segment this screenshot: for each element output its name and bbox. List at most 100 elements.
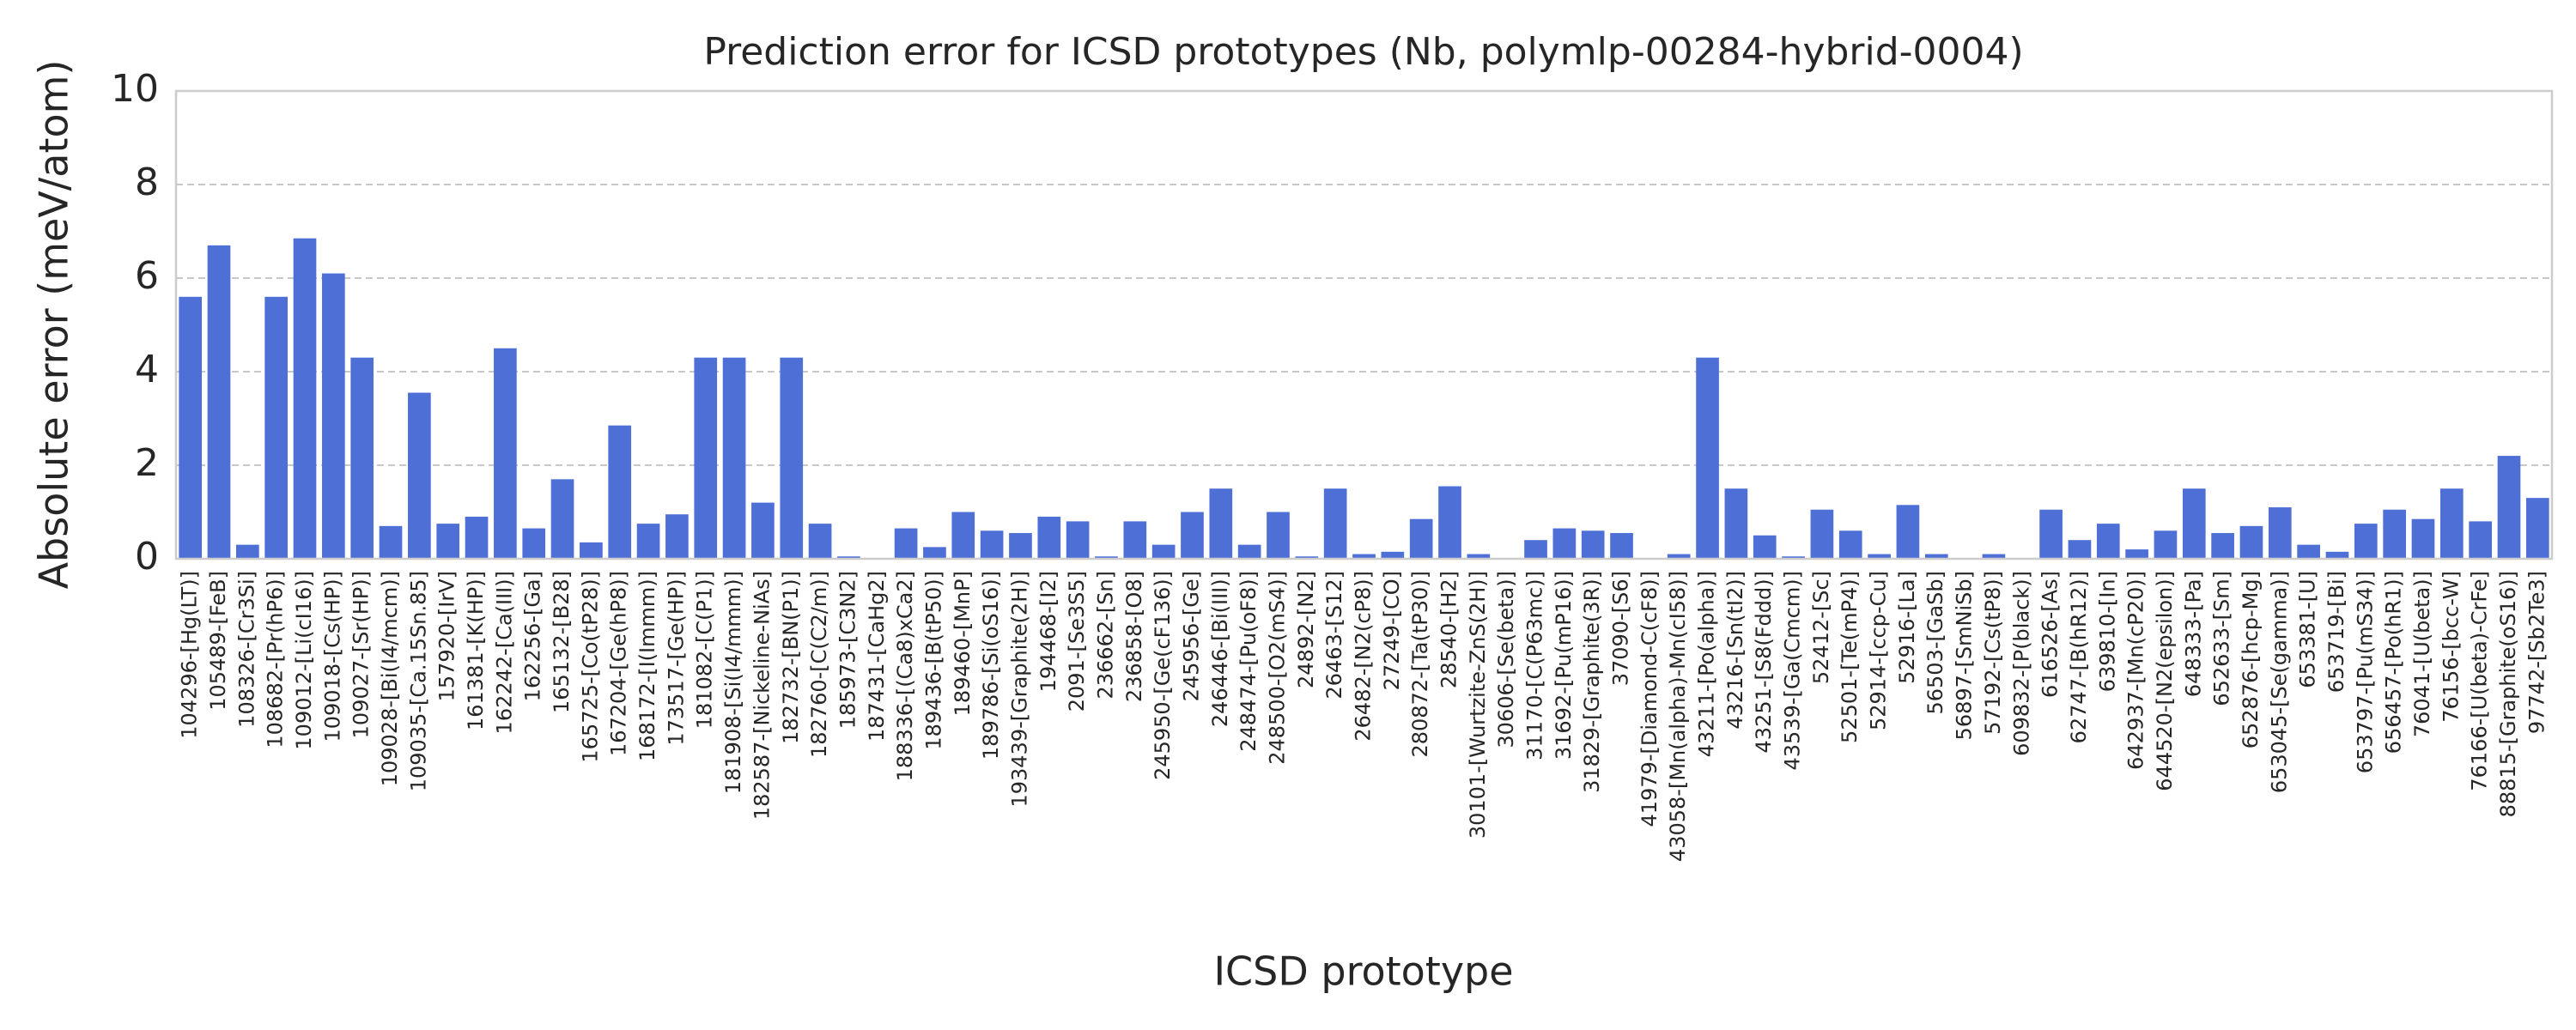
bar bbox=[665, 514, 689, 559]
bar bbox=[2239, 525, 2263, 559]
x-tick-label: 43539-[Ga(Cmcm)] bbox=[1781, 571, 1805, 770]
x-tick-label: 27249-[CO] bbox=[1380, 571, 1404, 690]
x-tick-label: 52914-[ccp-Cu] bbox=[1867, 571, 1891, 730]
y-tick-label: 0 bbox=[135, 535, 159, 579]
x-tick-label: 165725-[Co(tP28)] bbox=[578, 571, 602, 763]
x-tick-label: 185973-[C3N2] bbox=[835, 571, 860, 729]
x-tick-label: 644520-[N2(epsilon)] bbox=[2153, 571, 2177, 791]
bar bbox=[1181, 512, 1204, 559]
x-tick-label: 157920-[IrV] bbox=[435, 571, 459, 701]
x-tick-label: 37090-[S6] bbox=[1609, 571, 1633, 686]
bar bbox=[1066, 521, 1090, 559]
bar bbox=[2211, 533, 2234, 559]
bar bbox=[722, 357, 746, 559]
x-tick-label: 109018-[Cs(HP)] bbox=[320, 571, 344, 742]
x-tick-label: 188336-[(Ca8)xCa2] bbox=[893, 571, 917, 781]
bar bbox=[2411, 518, 2435, 559]
bar bbox=[2182, 488, 2206, 559]
bar bbox=[1037, 516, 1061, 559]
x-tick-label: 108326-[Cr3Si] bbox=[234, 571, 258, 728]
bar bbox=[837, 556, 860, 559]
x-tick-label: 181082-[C(P1)] bbox=[693, 571, 717, 729]
x-tick-label: 76166-[U(beta)-CrFe] bbox=[2468, 571, 2492, 791]
bar bbox=[2354, 524, 2378, 559]
x-tick-label: 165132-[B28] bbox=[550, 571, 574, 713]
x-tick-label: 167204-[Ge(hP8)] bbox=[607, 571, 631, 756]
bar bbox=[951, 512, 975, 559]
bar bbox=[1409, 518, 1433, 559]
bar bbox=[2154, 530, 2178, 559]
bar bbox=[2068, 540, 2092, 559]
bar bbox=[694, 357, 718, 559]
bar bbox=[2525, 498, 2549, 559]
x-tick-label: 173517-[Ge(HP)] bbox=[664, 571, 688, 746]
bar bbox=[207, 245, 231, 559]
bar bbox=[1552, 528, 1577, 559]
x-tick-label: 104296-[Hg(LT)] bbox=[178, 571, 202, 739]
x-axis-title: ICSD prototype bbox=[1213, 948, 1513, 995]
bar bbox=[522, 528, 546, 559]
bar bbox=[379, 525, 403, 559]
x-tick-label: 639810-[In] bbox=[2095, 571, 2119, 692]
x-tick-label: 162256-[Ga] bbox=[521, 571, 545, 701]
x-tick-label: 236858-[O8] bbox=[1122, 571, 1146, 702]
x-tick-label: 97742-[Sb2Te3] bbox=[2524, 571, 2549, 734]
bar bbox=[436, 524, 460, 559]
bar bbox=[322, 273, 345, 559]
x-tick-label: 642937-[Mn(cP20)] bbox=[2124, 571, 2148, 770]
x-tick-label: 648333-[Pa] bbox=[2181, 571, 2205, 697]
x-tick-label: 2091-[Se3S5] bbox=[1065, 571, 1089, 712]
bar bbox=[1982, 554, 2006, 559]
chart-title: Prediction error for ICSD prototypes (Nb… bbox=[703, 30, 2023, 74]
bar bbox=[1209, 488, 1233, 559]
bar bbox=[1009, 533, 1032, 559]
bar bbox=[465, 516, 489, 559]
bar bbox=[1610, 533, 1633, 559]
x-tick-label: 236662-[Sn] bbox=[1093, 571, 1117, 699]
bar bbox=[2268, 507, 2292, 559]
bar bbox=[2039, 509, 2063, 559]
x-tick-label: 182760-[C(C2/m)] bbox=[807, 571, 831, 758]
x-tick-label: 181908-[Si(I4/mmm)] bbox=[721, 571, 745, 794]
x-tick-label: 109027-[Sr(HP)] bbox=[349, 571, 374, 738]
bar bbox=[494, 348, 517, 559]
x-tick-label: 43058-[Mn(alpha)-Mn(cI58)] bbox=[1666, 571, 1690, 862]
bar bbox=[894, 528, 918, 559]
x-tick-label: 109035-[Ca.15Sn.85] bbox=[406, 571, 430, 791]
bar bbox=[1323, 488, 1347, 559]
bar bbox=[264, 296, 289, 559]
y-tick-label: 2 bbox=[135, 441, 159, 485]
bar bbox=[2439, 488, 2464, 559]
bar bbox=[1838, 530, 1862, 559]
x-tick-label: 653381-[U] bbox=[2296, 571, 2320, 688]
bar bbox=[179, 296, 203, 559]
x-tick-label: 616526-[As] bbox=[2038, 571, 2063, 698]
x-tick-label: 182587-[Nickeline-NiAs] bbox=[750, 571, 774, 820]
x-tick-label: 280872-[Ta(tP30)] bbox=[1408, 571, 1432, 758]
bar bbox=[1810, 509, 1834, 559]
x-tick-label: 62747-[B(hR12)] bbox=[2067, 571, 2091, 743]
bar bbox=[2325, 551, 2349, 559]
x-tick-label: 31692-[Pu(mP16)] bbox=[1552, 571, 1576, 760]
x-tick-label: 41979-[Diamond-C(cF8)] bbox=[1637, 571, 1662, 827]
x-tick-label: 109012-[Li(cI16)] bbox=[292, 571, 316, 750]
bar bbox=[1438, 486, 1461, 559]
x-tick-label: 109028-[Bi(I4/mcm)] bbox=[378, 571, 402, 786]
bar bbox=[1295, 556, 1319, 559]
x-tick-label: 245956-[Ge] bbox=[1179, 571, 1203, 701]
x-tick-label: 653045-[Se(gamma)] bbox=[2267, 571, 2291, 793]
bar bbox=[2125, 549, 2148, 559]
bar bbox=[1924, 554, 1948, 559]
bar bbox=[1237, 544, 1261, 559]
x-tick-label: 56503-[GaSb] bbox=[1923, 571, 1947, 715]
bar bbox=[980, 530, 1004, 559]
x-tick-label: 189436-[B(tP50)] bbox=[921, 571, 945, 750]
y-tick-label: 8 bbox=[135, 161, 159, 204]
x-tick-label: 30606-[Se(beta)] bbox=[1494, 571, 1518, 748]
bar bbox=[1724, 488, 1748, 559]
bar bbox=[1753, 535, 1777, 559]
x-tick-label: 56897-[SmNiSb] bbox=[1953, 571, 1977, 740]
bar bbox=[1095, 556, 1118, 559]
x-tick-label: 76041-[U(beta)] bbox=[2410, 571, 2434, 737]
